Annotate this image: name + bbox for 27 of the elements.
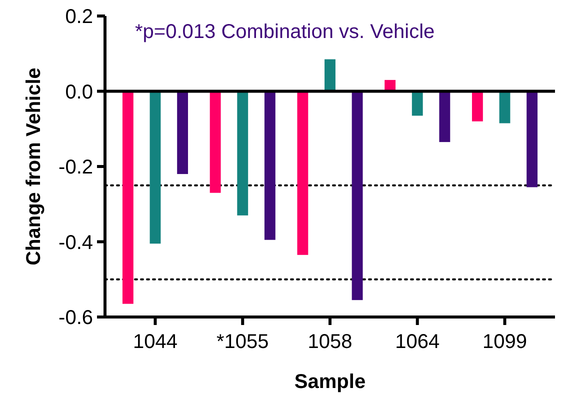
y-tick-label: -0.2 — [58, 156, 93, 178]
bar — [177, 91, 188, 174]
y-tick-label: 0.0 — [65, 81, 93, 104]
bar — [499, 91, 510, 124]
x-tick-label: 1064 — [395, 331, 440, 353]
y-tick-label: -0.4 — [58, 232, 93, 254]
bar — [122, 91, 134, 304]
bar — [324, 59, 336, 92]
x-axis-title: Sample — [294, 371, 366, 393]
bar — [297, 91, 308, 255]
x-tick-label: 1099 — [482, 331, 528, 353]
bar — [264, 91, 276, 240]
bar — [352, 91, 363, 300]
y-axis-title: Change from Vehicle — [23, 68, 45, 266]
bar — [526, 91, 538, 188]
bar — [210, 91, 221, 193]
x-tick-label: 1044 — [132, 331, 178, 353]
bar — [237, 91, 248, 216]
bar — [412, 91, 423, 116]
bar — [472, 91, 483, 122]
y-tick-label: 0.2 — [65, 6, 93, 28]
bar — [439, 91, 450, 142]
y-tick-label: -0.6 — [58, 307, 93, 329]
x-tick-label: 1058 — [308, 331, 352, 353]
bar — [150, 91, 161, 244]
x-tick-label: *1055 — [216, 331, 269, 353]
annotation: *p=0.013 Combination vs. Vehicle — [135, 21, 435, 43]
